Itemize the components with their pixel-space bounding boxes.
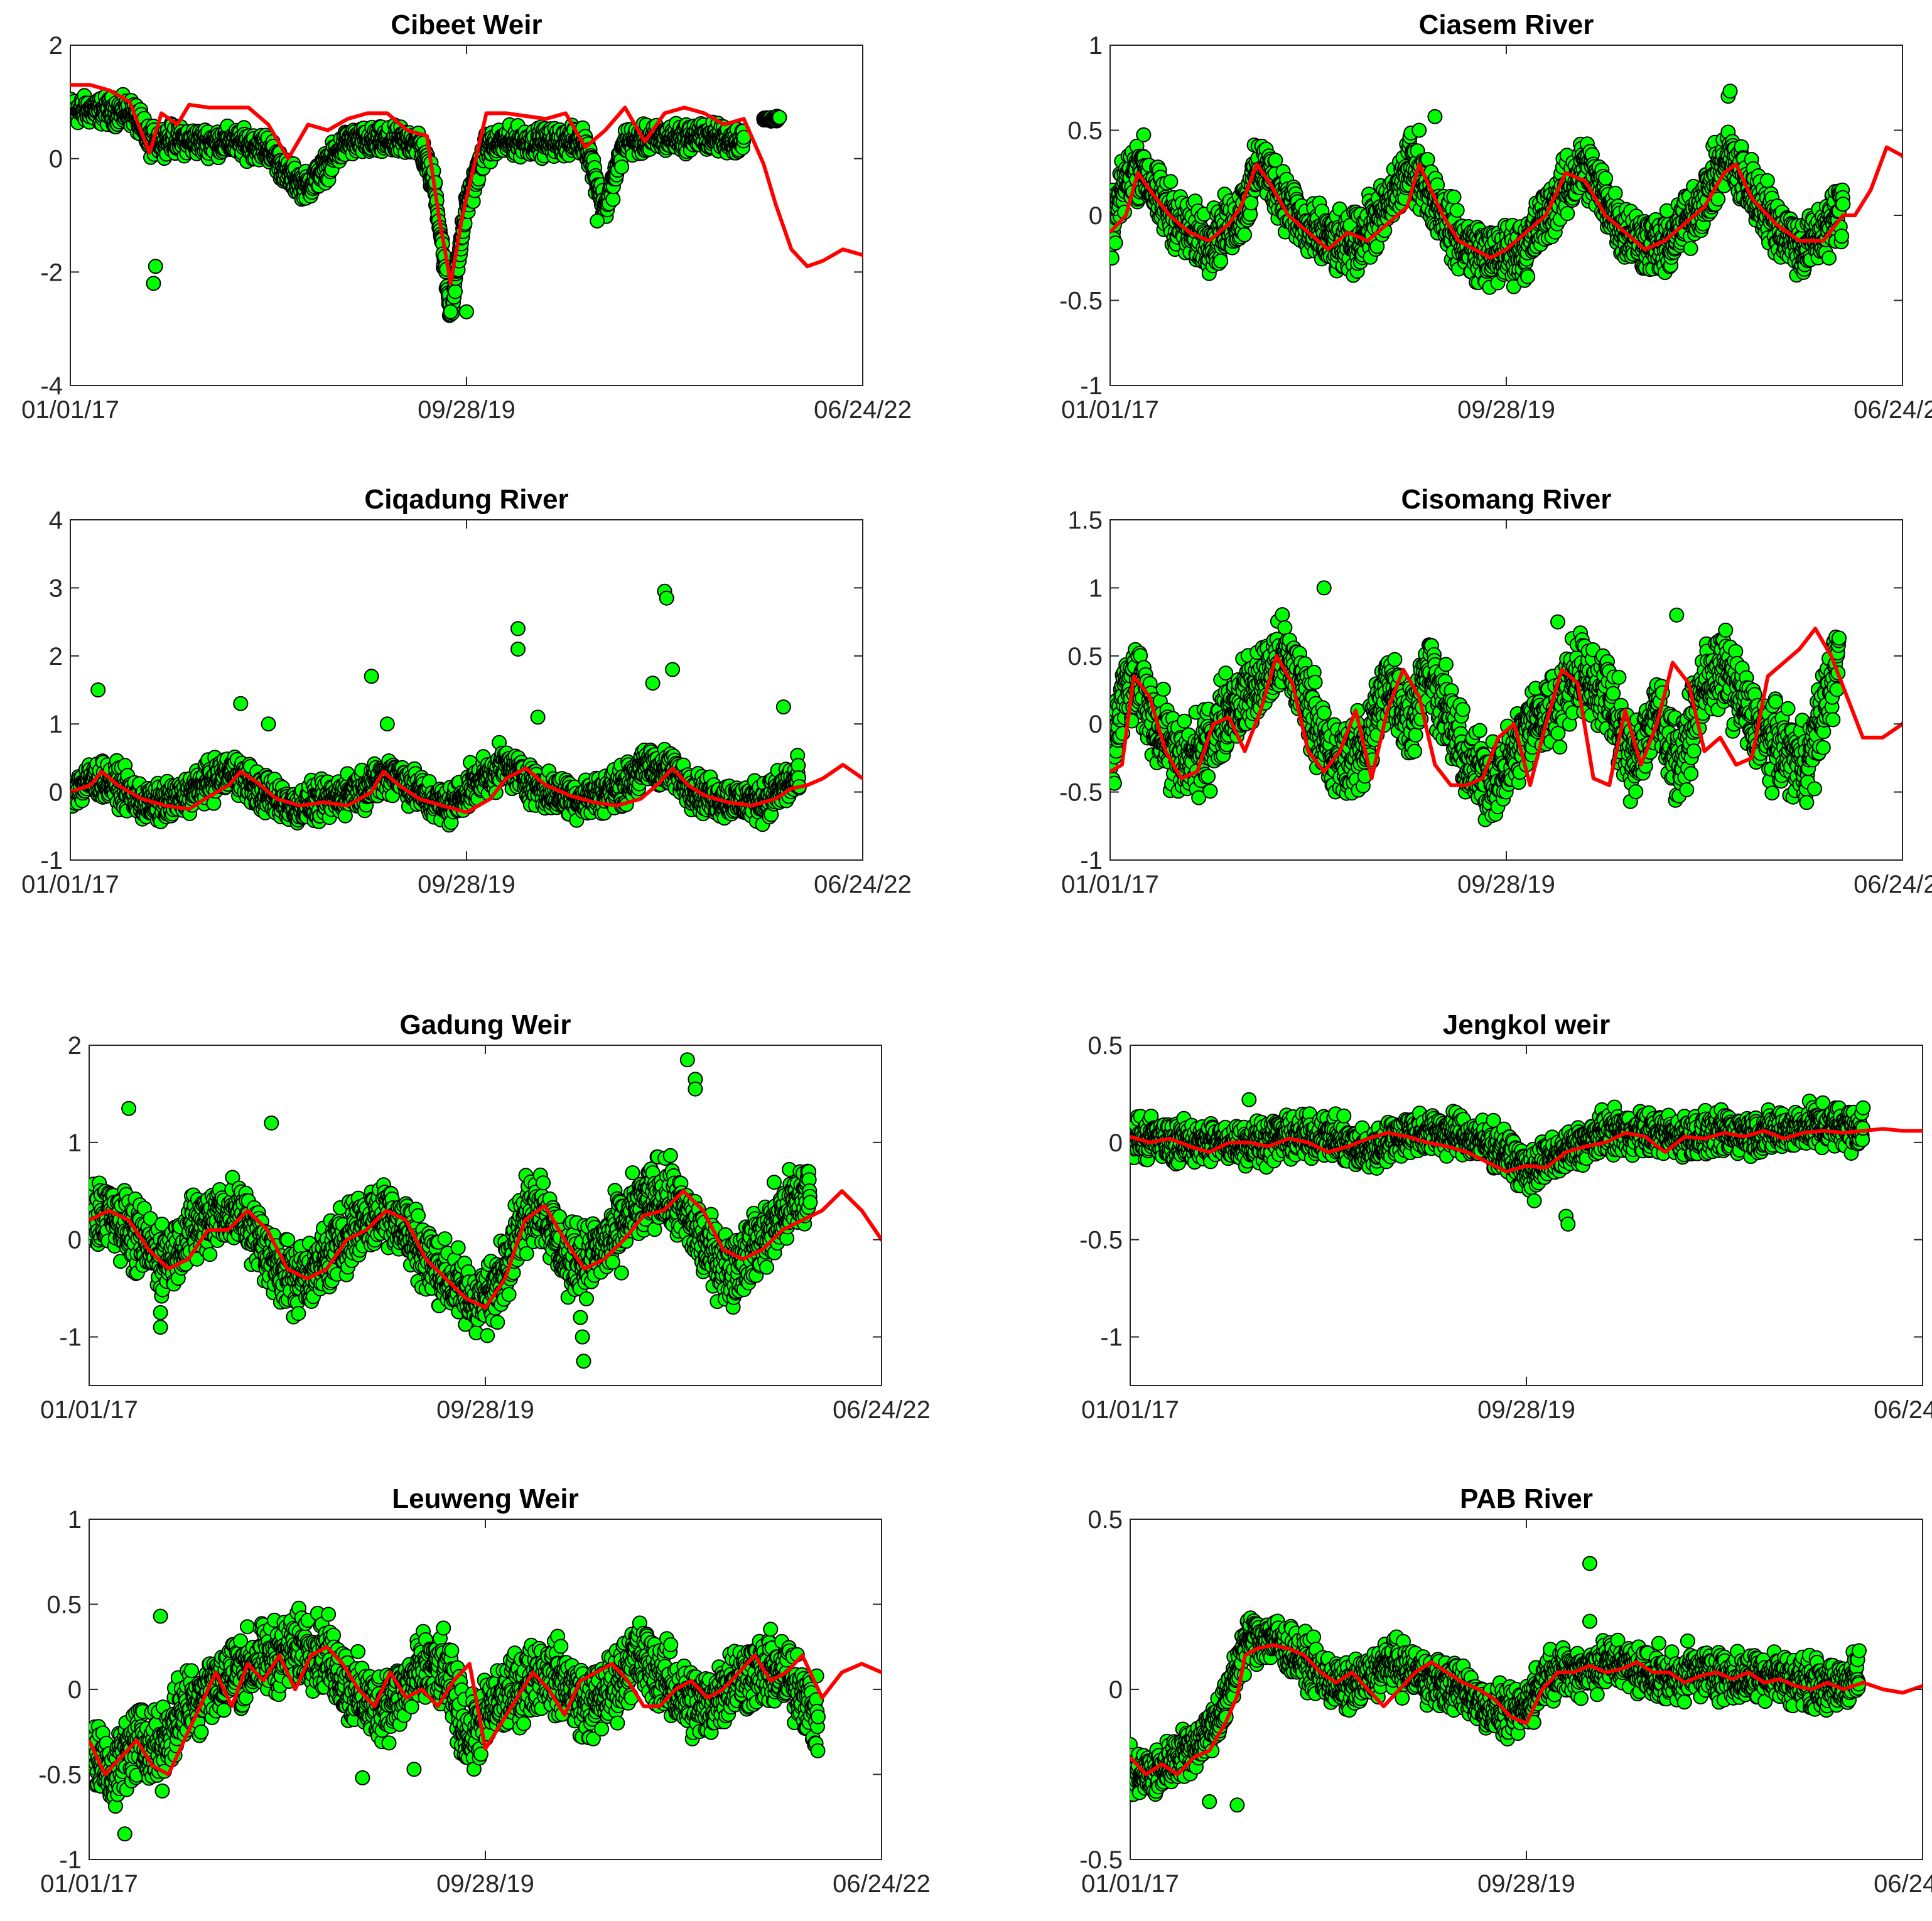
observed-point	[1163, 174, 1179, 190]
observed-point	[1560, 206, 1575, 222]
x-tick-label: 01/01/17	[21, 396, 119, 424]
chart-title: Ciasem River	[1419, 9, 1594, 40]
x-tick-label: 06/24/22	[1854, 396, 1932, 424]
observed-point	[605, 191, 621, 207]
y-tick-label: -4	[40, 372, 63, 400]
observed-point	[448, 284, 463, 299]
observed-point	[1427, 109, 1443, 124]
observed-point	[1243, 195, 1259, 211]
observed-point	[1449, 203, 1465, 218]
observed-point	[1268, 153, 1283, 168]
y-tick-label: 0	[1089, 202, 1103, 230]
observed-point	[590, 213, 605, 229]
y-tick-label: 0.5	[1067, 117, 1103, 145]
observed-point	[614, 159, 630, 175]
y-tick-label: 1	[1089, 32, 1103, 60]
observed-point	[1237, 227, 1253, 242]
y-tick-label: 2	[49, 32, 63, 60]
observed-point	[1607, 185, 1623, 201]
observed-point	[146, 276, 161, 291]
observed-point	[1598, 171, 1614, 186]
series-observed	[1110, 83, 1851, 295]
observed-point	[443, 304, 458, 320]
observed-point	[1446, 189, 1462, 205]
x-tick-label: 01/01/17	[1061, 396, 1159, 424]
observed-point	[1213, 253, 1229, 269]
observed-point	[1420, 152, 1435, 167]
observed-point	[1835, 196, 1851, 212]
observed-point	[1520, 269, 1536, 284]
observed-point	[772, 110, 787, 125]
series-model-line	[70, 83, 863, 286]
observed-point	[1110, 235, 1123, 250]
x-tick-label: 09/28/19	[1457, 396, 1555, 424]
observed-point	[1759, 173, 1775, 188]
observed-point	[1136, 127, 1152, 143]
observed-point	[1683, 240, 1698, 256]
y-tick-label: -0.5	[1059, 288, 1103, 315]
observed-point	[459, 304, 474, 320]
panel-cibeet-weir: Cibeet Weir -4 -2 0 2 01/01/17 09/28/19 06/24/2…	[21, 9, 912, 424]
x-tick-label: 09/28/19	[418, 396, 515, 424]
x-tick-label: 06/24/22	[814, 396, 912, 424]
plot-area	[1110, 83, 1902, 295]
observed-point	[1821, 250, 1837, 266]
chart-title: Cibeet Weir	[391, 9, 542, 40]
y-tick-label: 0	[49, 146, 63, 173]
y-tick-label: -2	[40, 259, 63, 286]
observed-point	[1722, 83, 1738, 99]
observed-point	[1110, 250, 1120, 266]
chart-title: Ciqadung River	[364, 484, 568, 515]
observed-point	[148, 259, 163, 274]
plot-area	[70, 83, 863, 323]
observed-point	[1834, 229, 1850, 244]
observed-point	[1411, 122, 1427, 138]
